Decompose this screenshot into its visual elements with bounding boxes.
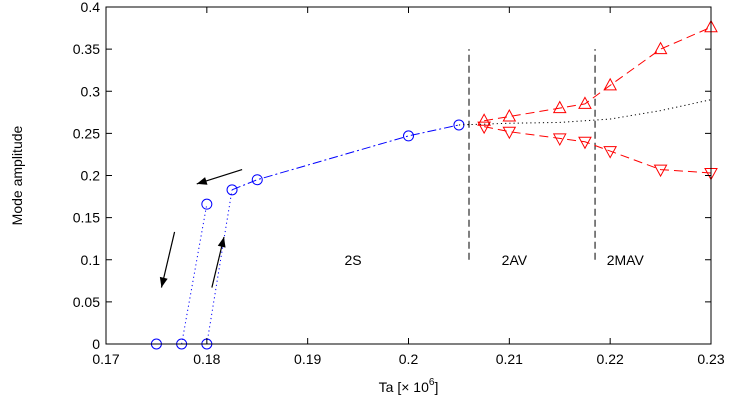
x-axis-label: Ta [× 106] <box>379 377 439 395</box>
series-line <box>181 204 208 345</box>
y-tick-label: 0.05 <box>73 294 100 310</box>
x-axis-label-exponent: 6 <box>429 377 435 388</box>
data-point-circle <box>201 198 213 210</box>
data-point-triangle-up <box>653 41 668 55</box>
arrow-head <box>217 237 226 248</box>
x-tick-label: 0.2 <box>399 351 419 367</box>
data-point-triangle-down <box>653 164 668 178</box>
data-point-circle <box>403 130 414 142</box>
region-label: 2S <box>344 252 361 268</box>
x-axis-label-main: Ta [× 10 <box>379 379 429 395</box>
y-tick-label: 0.25 <box>73 125 100 141</box>
data-point-triangle-up <box>603 77 618 91</box>
y-tick-label: 0.4 <box>81 0 101 15</box>
data-point-triangle-down <box>578 136 592 150</box>
y-axis-label: Mode amplitude <box>9 125 25 225</box>
x-axis-label-close: ] <box>434 379 438 395</box>
data-point-triangle-up <box>502 108 517 122</box>
data-point-triangle-up <box>578 96 592 109</box>
data-point-triangle-down <box>603 146 618 159</box>
y-tick-label: 0.1 <box>81 252 101 268</box>
region-label: 2MAV <box>607 252 645 268</box>
data-point-triangle-down <box>552 133 567 146</box>
data-point-circle <box>226 184 238 196</box>
data-point-triangle-down <box>477 121 491 135</box>
y-tick-label: 0 <box>92 336 100 352</box>
arrow-head <box>196 177 208 185</box>
x-tick-label: 0.21 <box>496 351 523 367</box>
series-line <box>206 189 233 345</box>
x-tick-label: 0.23 <box>697 351 724 367</box>
region-label: 2AV <box>502 252 528 268</box>
axis-ticks: 0.17 0.18 0.19 0.2 0.21 0.22 0.23 0 0.05 0.1 0.15 0… <box>73 0 725 367</box>
y-tick-label: 0.35 <box>73 41 100 57</box>
data-point-triangle-up <box>477 113 491 126</box>
x-tick-label: 0.17 <box>92 351 119 367</box>
y-tick-label: 0.2 <box>81 168 101 184</box>
series-line <box>484 26 712 122</box>
series-line <box>484 126 712 174</box>
x-tick-label: 0.19 <box>294 351 321 367</box>
data-point-circle <box>251 174 263 186</box>
arrow-head <box>159 276 168 288</box>
data-point-triangle-up <box>552 100 567 114</box>
data-point-triangle-down <box>502 126 517 140</box>
y-tick-label: 0.3 <box>81 83 101 99</box>
plot-area: 2S 2AV 2MAV <box>150 19 718 350</box>
x-tick-label: 0.22 <box>597 351 624 367</box>
x-tick-label: 0.18 <box>193 351 220 367</box>
y-tick-label: 0.15 <box>73 210 100 226</box>
series-line <box>231 124 460 191</box>
series-line <box>458 99 712 126</box>
